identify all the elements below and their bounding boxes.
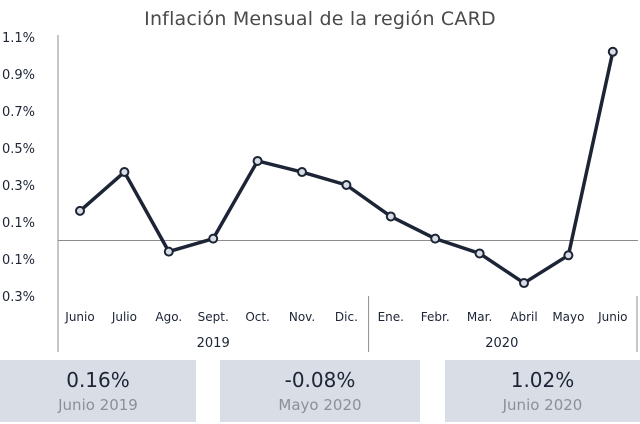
y-tick-label: 0.5% [2, 142, 35, 157]
data-point [607, 46, 618, 57]
x-tick-label: Febr. [421, 310, 450, 324]
y-tick-label: 0.3% [2, 179, 35, 194]
data-point [75, 205, 85, 216]
x-tick-label: Nov. [289, 310, 315, 324]
stat-card-label: Junio 2020 [502, 396, 583, 414]
year-label: 2020 [485, 336, 518, 351]
stat-card-mayo-2020: -0.08% Mayo 2020 [220, 360, 420, 422]
data-point [297, 167, 307, 178]
x-tick-label: Ago. [155, 310, 182, 324]
stat-card-value: 1.02% [510, 368, 575, 392]
data-point [385, 211, 396, 222]
stat-card-junio-2019: 0.16% Junio 2019 [0, 360, 196, 422]
stat-card-junio-2020: 1.02% Junio 2020 [445, 360, 640, 422]
y-tick-label: 1.1% [2, 31, 35, 46]
data-point [208, 233, 219, 244]
data-point [119, 167, 130, 178]
y-tick-label: 0.1% [2, 216, 35, 231]
stat-card-value: -0.08% [284, 368, 356, 392]
y-tick-label: 0.3% [2, 290, 35, 305]
x-tick-label: Sept. [198, 310, 229, 324]
year-label: 2019 [197, 336, 230, 351]
data-point [519, 278, 529, 289]
data-point [341, 180, 352, 190]
series-line [78, 51, 615, 285]
y-tick-label: 0.7% [2, 105, 35, 120]
x-tick-label: Mayo [552, 310, 584, 324]
x-tick-label: Junio [597, 310, 627, 324]
x-tick-label: Mar. [467, 310, 492, 324]
x-tick-label: Dic. [335, 310, 358, 324]
x-tick-label: Abril [510, 310, 537, 324]
data-point [430, 233, 441, 244]
data-points [75, 46, 618, 289]
y-axis-ticks: 1.1% 0.9% 0.7% 0.5% 0.3% 0.1% 0.1% 0.3% [2, 31, 35, 305]
data-point [474, 248, 485, 259]
y-tick-label: 0.9% [2, 68, 35, 83]
x-tick-label: Oct. [245, 310, 270, 324]
year-group-labels: 2019 2020 [197, 336, 519, 351]
stat-card-label: Junio 2019 [58, 396, 138, 414]
stat-card-label: Mayo 2020 [278, 396, 362, 414]
data-point [252, 155, 263, 166]
data-point [563, 250, 574, 261]
x-tick-label: Junio [64, 310, 94, 324]
x-tick-label: Julio [111, 310, 137, 324]
chart-axes [57, 35, 638, 352]
x-tick-label: Ene. [378, 310, 404, 324]
chart-title: Inflación Mensual de la región CARD [144, 8, 496, 30]
stat-card-value: 0.16% [66, 368, 130, 392]
y-tick-label: 0.1% [2, 253, 35, 268]
x-axis-ticks: Junio Julio Ago. Sept. Oct. Nov. Dic. Ene. Febr.… [64, 310, 627, 324]
series-line-group [78, 51, 615, 285]
data-point [163, 246, 174, 257]
